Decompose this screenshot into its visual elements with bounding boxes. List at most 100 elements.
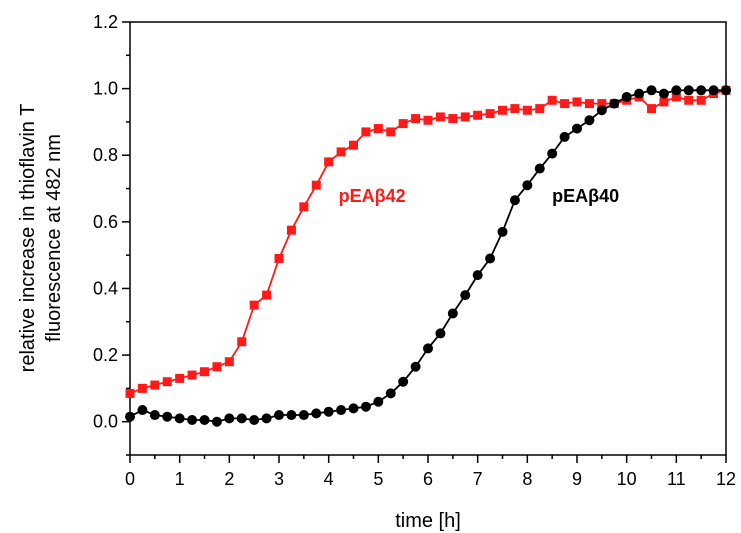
data-point (522, 105, 532, 115)
data-point (249, 300, 259, 310)
x-tick-label: 5 (373, 469, 383, 489)
y-axis-title: relative increase in thioflavin T fluore… (17, 104, 65, 373)
data-point (460, 290, 471, 301)
y-tick-label: 0.0 (93, 412, 118, 432)
data-point (448, 114, 458, 124)
data-point (174, 413, 185, 424)
data-point (696, 85, 707, 96)
data-point (435, 112, 445, 122)
data-point (609, 98, 620, 109)
y-tick-label: 1.2 (93, 12, 118, 32)
x-tick-label: 2 (224, 469, 234, 489)
x-tick-label: 3 (274, 469, 284, 489)
data-point (498, 105, 507, 115)
data-point (149, 410, 160, 421)
y-axis-title-line-1: relative increase in thioflavin T (17, 104, 39, 373)
data-point (348, 403, 359, 414)
series-label: pEAβ40 (552, 186, 619, 206)
data-point (236, 413, 247, 424)
data-point (684, 95, 694, 105)
data-point (212, 362, 222, 372)
data-point (211, 416, 222, 427)
data-point (137, 405, 148, 416)
data-point (224, 413, 235, 424)
series-labels: pEAβ42 pEAβ40 (339, 186, 620, 206)
data-point (187, 415, 198, 426)
x-tick-label: 6 (423, 469, 433, 489)
data-point (199, 415, 210, 426)
data-point (411, 114, 421, 124)
data-point (237, 337, 247, 347)
y-tick-label: 0.4 (93, 278, 118, 298)
x-tick-label: 10 (617, 469, 637, 489)
data-point (286, 410, 297, 421)
data-point (200, 367, 209, 377)
data-point (435, 328, 446, 339)
series-label: pEAβ42 (339, 186, 406, 206)
data-point (162, 411, 173, 422)
data-point (647, 104, 656, 114)
data-point (683, 85, 694, 96)
y-axis-title-line-2: fluorescence at 482 nm (43, 134, 65, 342)
data-point (224, 357, 234, 367)
data-point (534, 163, 545, 174)
data-point (547, 148, 558, 159)
data-point (510, 104, 520, 114)
series-layer (125, 85, 731, 427)
data-point (634, 88, 645, 99)
data-point (410, 361, 421, 372)
data-point (311, 180, 321, 190)
data-point (286, 225, 296, 235)
data-point (137, 383, 147, 393)
data-point (708, 85, 719, 96)
data-point (596, 105, 607, 116)
data-point (349, 140, 358, 150)
x-tick-label: 1 (175, 469, 185, 489)
data-point (423, 115, 433, 125)
data-point (721, 85, 731, 96)
y-tick-label: 0.8 (93, 145, 118, 165)
data-point (560, 99, 570, 109)
data-point (298, 410, 309, 421)
data-point (621, 91, 632, 102)
axis-ticks: 0 1 2 3 4 5 6 7 8 9 10 11 120.00.20.40.60.81.01.2 (93, 12, 736, 489)
y-tick-label: 1.0 (93, 79, 118, 99)
data-point (125, 388, 135, 398)
data-point (398, 376, 409, 387)
x-tick-label: 4 (324, 469, 334, 489)
data-point (559, 131, 570, 142)
data-point (423, 343, 433, 354)
data-point (336, 147, 346, 157)
data-point (584, 115, 595, 126)
data-point (658, 88, 669, 99)
data-point (324, 157, 334, 167)
data-point (385, 388, 396, 399)
data-point (150, 380, 160, 390)
data-point (547, 95, 557, 105)
data-point (336, 405, 347, 416)
data-point (162, 377, 172, 387)
x-tick-label: 12 (716, 469, 736, 489)
data-point (584, 99, 594, 109)
data-point (261, 413, 272, 424)
x-tick-label: 7 (473, 469, 483, 489)
data-point (386, 127, 396, 137)
data-point (572, 123, 582, 134)
series-2 (125, 85, 731, 427)
data-point (485, 253, 496, 264)
data-point (497, 226, 508, 237)
data-point (522, 180, 533, 191)
series-line (129, 89, 726, 423)
data-point (249, 415, 260, 426)
data-point (572, 97, 582, 107)
x-tick-label: 9 (572, 469, 582, 489)
data-point (671, 92, 681, 102)
data-point (373, 124, 383, 134)
data-point (472, 270, 483, 281)
data-point (175, 373, 185, 383)
x-tick-label: 0 (125, 469, 135, 489)
y-tick-label: 0.2 (93, 345, 118, 365)
data-point (373, 396, 384, 407)
data-point (299, 202, 309, 212)
